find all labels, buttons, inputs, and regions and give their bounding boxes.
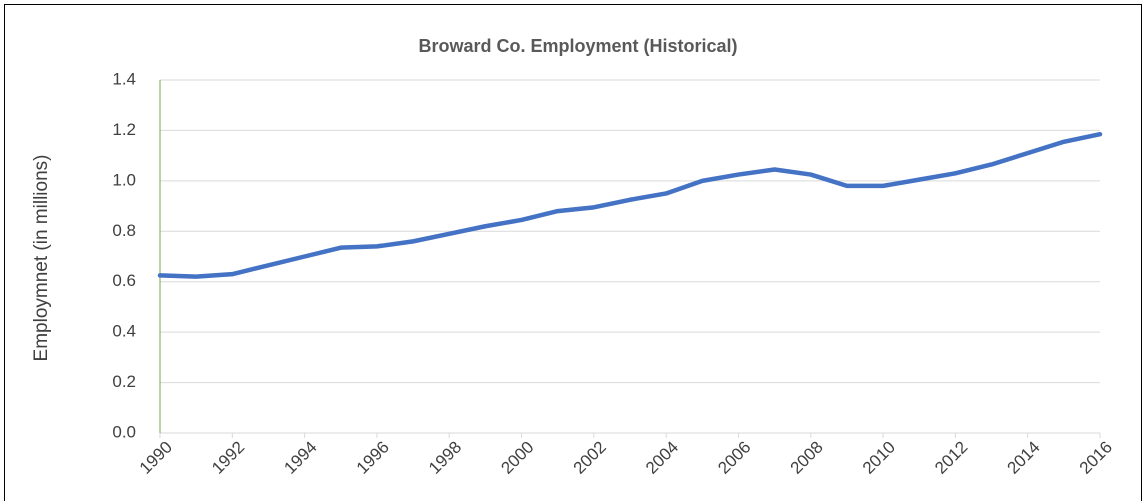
y-tick-label: 0.8 [112,221,136,240]
y-tick-label: 1.4 [112,69,136,88]
y-tick-label: 0.2 [112,372,136,391]
y-tick-label: 0.4 [112,322,136,341]
y-tick-label: 1.2 [112,120,136,139]
y-axis-label: Employmnet (in millions) [31,155,52,362]
chart-frame [4,4,1142,501]
chart-title: Broward Co. Employment (Historical) [418,36,737,56]
y-tick-label: 0.0 [112,422,136,441]
y-tick-label: 1.0 [112,170,136,189]
y-tick-label: 0.6 [112,271,136,290]
data-line [157,131,1103,279]
